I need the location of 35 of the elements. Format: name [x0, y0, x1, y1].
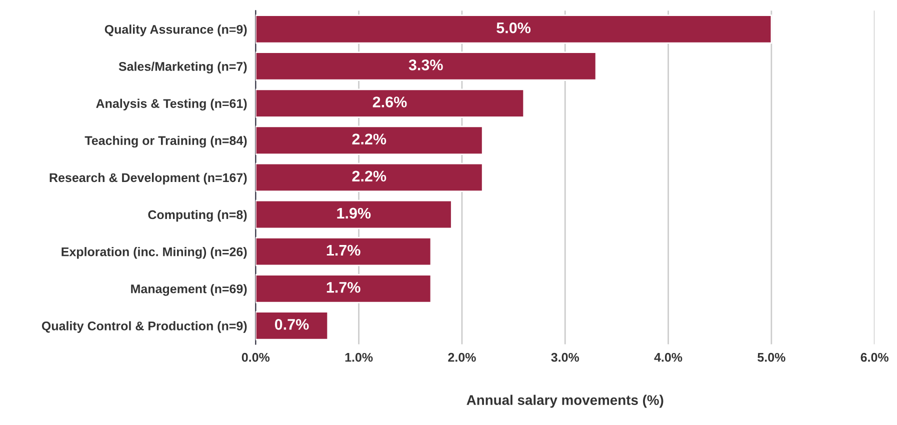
bar: [256, 200, 452, 230]
x-tick-label: 5.0%: [758, 352, 786, 362]
x-tick-label: 2.0%: [448, 352, 476, 362]
y-tick-label: Quality Assurance (n=9): [104, 24, 247, 36]
bar: [256, 274, 432, 304]
data-label: 3.3%: [408, 60, 443, 70]
y-tick-label: Management (n=69): [131, 284, 247, 296]
y-tick-label: Analysis & Testing (n=61): [96, 98, 247, 110]
y-tick-label: Sales/Marketing (n=7): [118, 62, 247, 74]
x-tick-label: 4.0%: [654, 352, 682, 362]
data-label: 2.2%: [352, 170, 386, 182]
bar: [256, 311, 329, 340]
data-label: 2.2%: [352, 134, 386, 144]
y-tick-label: Exploration (inc. Mining) (n=26): [62, 247, 247, 259]
y-tick-label: Research & Development (n=167): [50, 172, 247, 185]
data-label: 5.0%: [496, 22, 531, 34]
bar: [256, 52, 597, 81]
x-tick-label: 3.0%: [551, 352, 580, 362]
x-tick-label: 0.0%: [242, 352, 270, 362]
bar: [256, 126, 484, 155]
bar: [256, 14, 772, 44]
bar: [256, 236, 432, 266]
x-tick-label: 1.0%: [345, 352, 373, 362]
bar: [256, 88, 525, 118]
data-label: 1.7%: [326, 282, 360, 293]
bar: [256, 162, 484, 192]
data-label: 1.7%: [326, 244, 360, 256]
data-label: 1.9%: [337, 208, 371, 219]
y-tick-label: Teaching or Training (n=84): [84, 136, 247, 148]
x-axis-title: Annual salary movements (%): [466, 394, 664, 408]
y-tick-label: Quality Control & Production (n=9): [42, 321, 247, 333]
x-tick-label: 6.0%: [860, 352, 888, 362]
data-label: 0.7%: [274, 319, 309, 330]
data-label: 2.6%: [372, 96, 407, 108]
y-tick-label: Computing (n=8): [148, 210, 247, 222]
